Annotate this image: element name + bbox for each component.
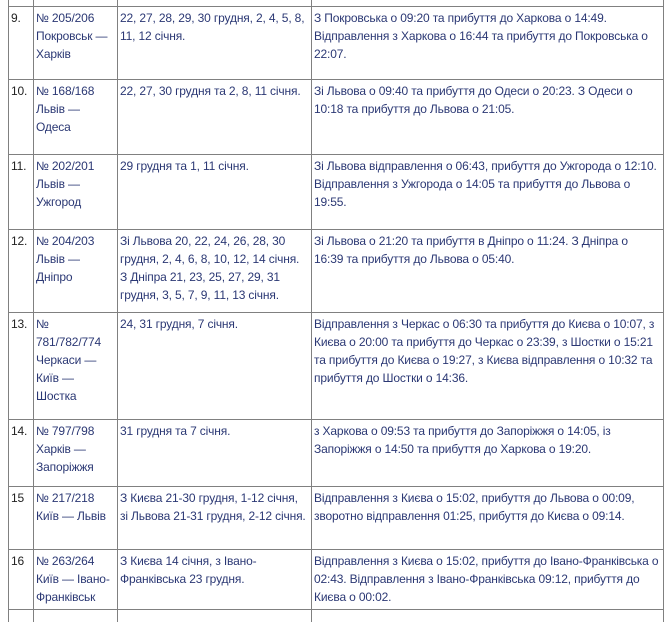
- service-dates: З Києва 14 січня, з Івано-Франківська 23…: [117, 549, 312, 610]
- timetable-details: Зі Львова о 09:40 та прибуття до Одеси о…: [311, 79, 664, 155]
- table-row: 13. № 781/782/774 Черкаси — Київ — Шостк…: [8, 312, 664, 420]
- row-index: 13.: [8, 312, 34, 420]
- row-index: 11.: [8, 154, 34, 230]
- empty-cell: [117, 609, 312, 622]
- row-index: 10.: [8, 79, 34, 155]
- service-dates: 22, 27, 28, 29, 30 грудня, 2, 4, 5, 8, 1…: [117, 6, 312, 80]
- row-index: 14.: [8, 419, 34, 487]
- train-route: № 781/782/774 Черкаси — Київ — Шостка: [33, 312, 118, 420]
- service-dates: 22, 27, 30 грудня та 2, 8, 11 січня.: [117, 79, 312, 155]
- service-dates: Зі Львова 20, 22, 24, 26, 28, 30 грудня,…: [117, 229, 312, 313]
- service-dates: З Києва 21-30 грудня, 1-12 січня, зі Льв…: [117, 486, 312, 550]
- row-index: 12.: [8, 229, 34, 313]
- train-route: № 168/168 Львів — Одеса: [33, 79, 118, 155]
- train-route: № 263/264 Київ — Івано-Франківськ: [33, 549, 118, 610]
- empty-cell: [311, 609, 664, 622]
- train-route: № 205/206 Покровськ — Харків: [33, 6, 118, 80]
- table-row: 14. № 797/798 Харків — Запоріжжя 31 груд…: [8, 419, 664, 487]
- timetable-details: З Покровська о 09:20 та прибуття до Харк…: [311, 6, 664, 80]
- timetable-details: Відправлення з Черкас о 06:30 та прибутт…: [311, 312, 664, 420]
- train-route: № 797/798 Харків — Запоріжжя: [33, 419, 118, 487]
- table-row: 11. № 202/201 Львів — Ужгород 29 грудня …: [8, 154, 664, 230]
- service-dates: 24, 31 грудня, 7 січня.: [117, 312, 312, 420]
- train-route: № 204/203 Львів — Дніпро: [33, 229, 118, 313]
- timetable-details: Зі Львова відправлення о 06:43, прибуття…: [311, 154, 664, 230]
- table-row: 12. № 204/203 Львів — Дніпро Зі Львова 2…: [8, 229, 664, 313]
- table-row: 16 № 263/264 Київ — Івано-Франківськ З К…: [8, 549, 664, 610]
- row-index: 15: [8, 486, 34, 550]
- table-row: 10. № 168/168 Львів — Одеса 22, 27, 30 г…: [8, 79, 664, 155]
- row-index: 16: [8, 549, 34, 610]
- row-index: 9.: [8, 6, 34, 80]
- timetable-details: з Харкова о 09:53 та прибуття до Запоріж…: [311, 419, 664, 487]
- train-schedule-table: 9. № 205/206 Покровськ — Харків 22, 27, …: [8, 0, 664, 622]
- table-row: 15 № 217/218 Київ — Львів З Києва 21-30 …: [8, 486, 664, 550]
- train-route: № 202/201 Львів — Ужгород: [33, 154, 118, 230]
- service-dates: 29 грудня та 1, 11 січня.: [117, 154, 312, 230]
- table-row: 9. № 205/206 Покровськ — Харків 22, 27, …: [8, 6, 664, 80]
- timetable-details: Зі Львова о 21:20 та прибуття в Дніпро о…: [311, 229, 664, 313]
- table-row-partial-bottom: [8, 609, 664, 622]
- timetable-details: Відправлення з Києва о 15:02, прибуття д…: [311, 549, 664, 610]
- empty-cell: [33, 609, 118, 622]
- train-route: № 217/218 Київ — Львів: [33, 486, 118, 550]
- empty-cell: [8, 609, 34, 622]
- timetable-details: Відправлення з Києва о 15:02, прибуття д…: [311, 486, 664, 550]
- service-dates: 31 грудня та 7 січня.: [117, 419, 312, 487]
